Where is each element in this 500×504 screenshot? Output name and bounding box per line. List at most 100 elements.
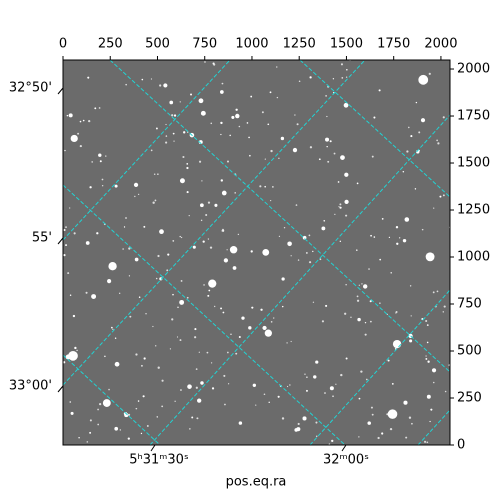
star — [387, 359, 390, 362]
star — [208, 289, 211, 292]
star — [428, 72, 431, 75]
star — [439, 195, 442, 198]
star — [182, 155, 185, 159]
star — [85, 291, 88, 294]
star — [363, 284, 368, 289]
star — [326, 145, 328, 148]
star — [371, 413, 374, 416]
star — [312, 301, 315, 303]
star — [229, 245, 238, 254]
x-tick-label: 1750 — [377, 37, 410, 52]
star — [325, 137, 330, 142]
star — [221, 82, 224, 85]
star — [76, 349, 78, 352]
star — [365, 378, 368, 381]
x-tick-label: 2000 — [424, 37, 457, 52]
star — [91, 294, 97, 299]
star — [405, 436, 408, 439]
star — [262, 248, 270, 256]
star — [155, 127, 158, 130]
star — [309, 146, 313, 149]
star — [114, 337, 117, 339]
star — [368, 268, 370, 270]
star — [305, 389, 308, 392]
star — [64, 149, 66, 152]
star — [344, 199, 349, 204]
star — [290, 255, 292, 257]
star — [125, 217, 127, 219]
star — [286, 385, 289, 388]
star — [72, 314, 76, 318]
star — [442, 116, 445, 119]
star — [194, 328, 197, 331]
star — [443, 305, 446, 308]
star — [395, 226, 399, 229]
star — [128, 275, 131, 277]
star — [153, 173, 156, 175]
star — [426, 394, 431, 399]
star — [227, 383, 230, 385]
star — [415, 101, 418, 104]
star — [373, 236, 376, 238]
x-tick-label: 250 — [98, 37, 123, 52]
star — [377, 436, 380, 440]
star — [302, 235, 307, 240]
star — [304, 373, 306, 375]
star — [89, 186, 92, 189]
star — [260, 308, 263, 311]
x-tick-label: 1000 — [235, 37, 268, 52]
star — [315, 421, 318, 424]
stars — [63, 60, 450, 445]
star — [339, 240, 342, 243]
star — [211, 387, 215, 390]
y-tick-label: 750 — [457, 297, 482, 312]
star — [345, 284, 347, 286]
star — [425, 357, 428, 360]
star — [207, 201, 211, 204]
star — [292, 147, 298, 153]
star — [180, 280, 183, 282]
star — [370, 234, 372, 237]
star — [203, 284, 205, 286]
star — [63, 253, 66, 257]
star — [339, 203, 342, 206]
star — [108, 262, 117, 271]
star — [214, 305, 216, 308]
star — [229, 134, 231, 137]
ra-label: 32ᵐ00ˢ — [323, 453, 369, 468]
star — [338, 206, 340, 208]
star — [137, 193, 140, 196]
star — [174, 400, 176, 402]
star — [356, 182, 359, 185]
sky-image — [63, 60, 450, 445]
star — [270, 149, 273, 153]
star — [157, 366, 160, 369]
star — [134, 257, 139, 262]
star — [173, 114, 177, 117]
star — [408, 126, 410, 129]
star — [325, 304, 328, 307]
star — [379, 258, 382, 261]
star — [344, 312, 347, 315]
star — [252, 383, 257, 387]
star — [356, 299, 360, 302]
star — [315, 360, 319, 364]
star — [122, 248, 124, 250]
star — [169, 100, 174, 105]
star — [318, 158, 321, 161]
star — [414, 188, 417, 190]
star — [135, 353, 138, 356]
star — [138, 296, 141, 298]
star — [409, 285, 412, 287]
star — [264, 329, 272, 337]
star — [315, 435, 318, 438]
star — [223, 258, 229, 263]
star — [98, 107, 101, 109]
star — [321, 320, 325, 323]
star — [328, 443, 331, 445]
star — [152, 201, 155, 204]
star — [345, 76, 348, 78]
star — [436, 139, 438, 142]
star — [97, 423, 100, 426]
